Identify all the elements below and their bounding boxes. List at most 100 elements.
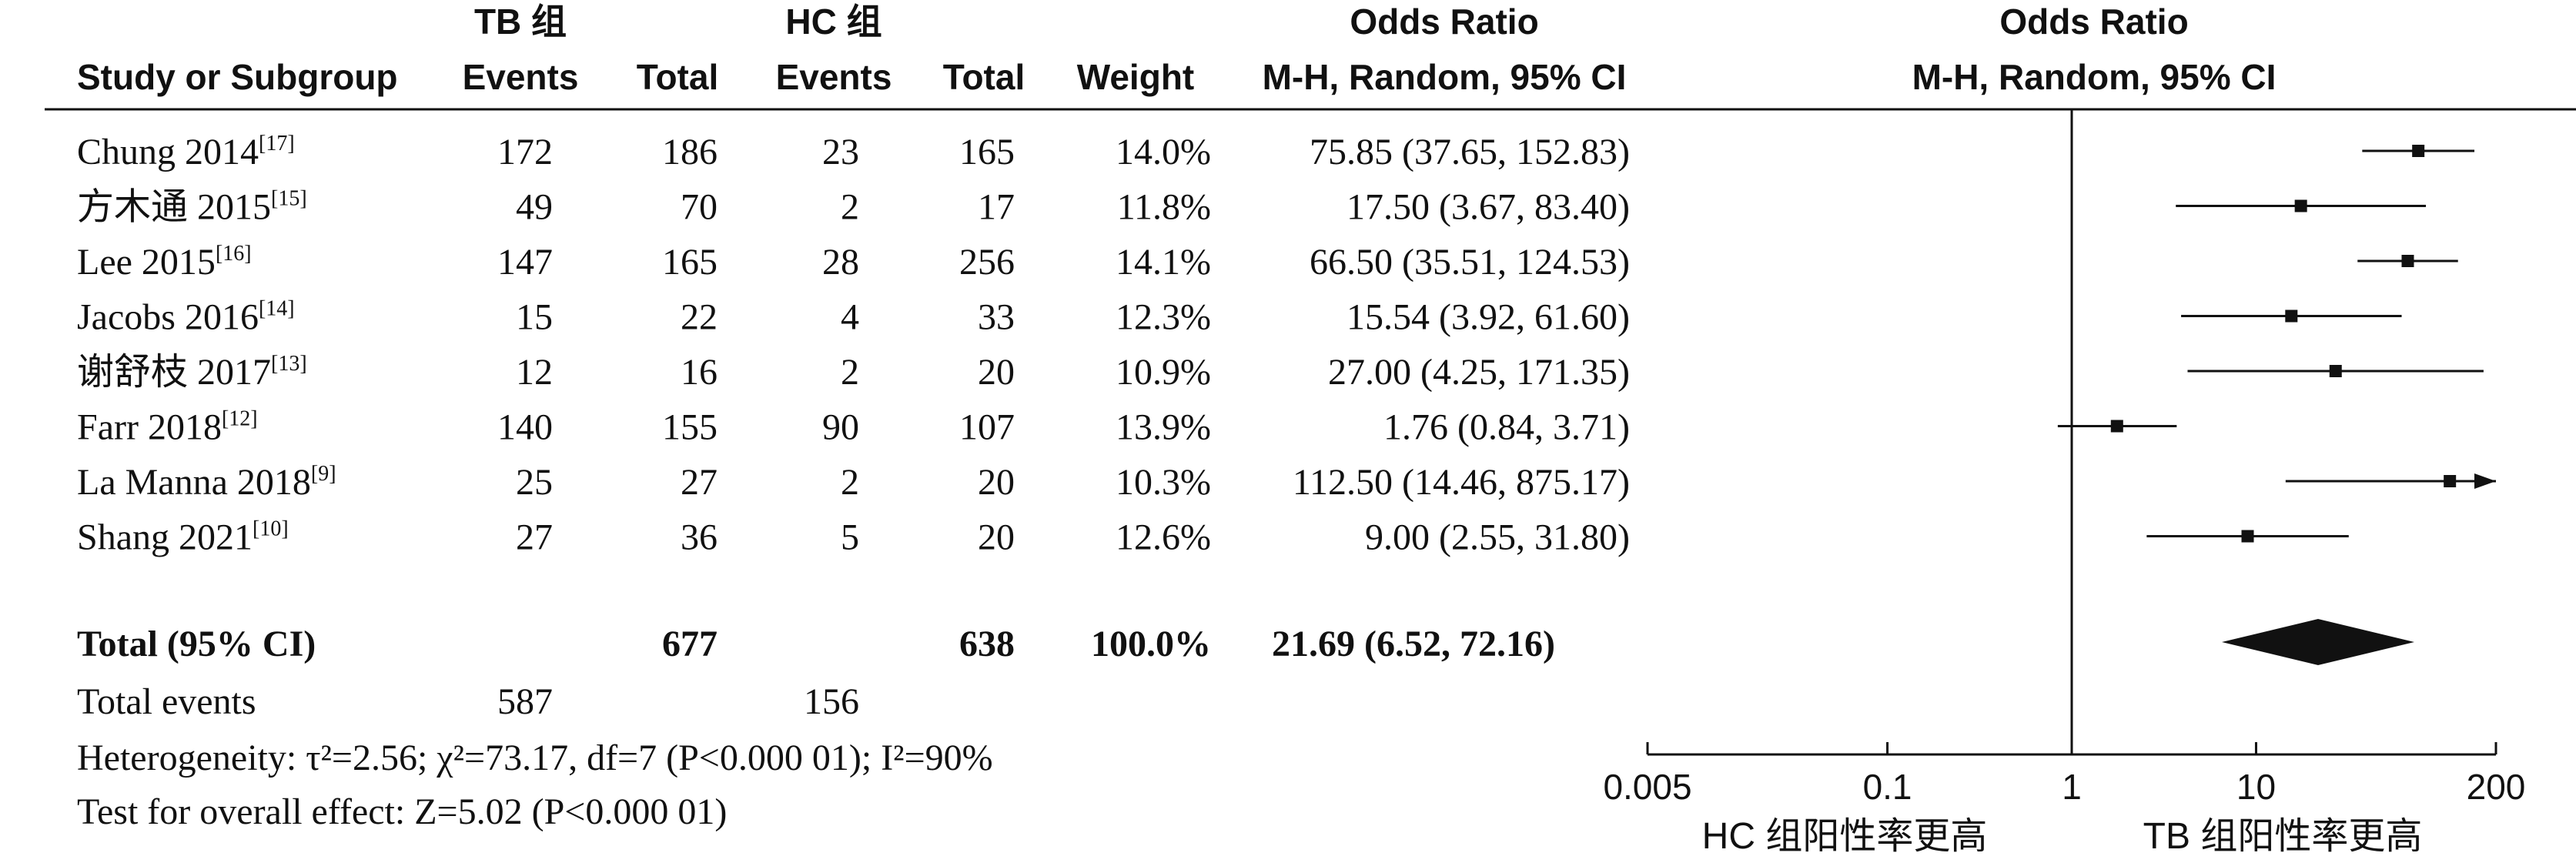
total-weight: 100.0%: [1091, 624, 1211, 664]
study-events-2: 23: [822, 132, 859, 172]
study-events-1: 25: [516, 462, 553, 503]
study-name: Jacobs 2016[14]: [77, 297, 295, 338]
study-events-2: 28: [822, 242, 859, 283]
study-events-2: 4: [841, 297, 859, 338]
header-plot-method: M-H, Random, 95% CI: [1912, 57, 2277, 97]
study-reference: [14]: [259, 297, 295, 321]
study-name-text: La Manna 2018: [77, 462, 311, 503]
point-estimate: [2401, 255, 2414, 267]
study-weight: 10.3%: [1116, 462, 1211, 503]
study-total-1: 27: [681, 462, 718, 503]
study-name: 方木通 2015[15]: [77, 187, 307, 228]
study-total-1: 186: [662, 132, 718, 172]
study-weight: 13.9%: [1116, 407, 1211, 448]
study-events-2: 2: [841, 352, 859, 393]
study-or-ci: 112.50 (14.46, 875.17): [1293, 462, 1630, 503]
header-events-1: Events: [463, 57, 579, 97]
x-tick-label: 200: [2467, 767, 2526, 807]
study-events-2: 90: [822, 407, 859, 448]
study-table: Chung 2014[17] 172 186 23 165 14.0% 75.85 (37.…: [77, 132, 1630, 558]
header-plot-title: Odds Ratio: [1999, 2, 2188, 42]
study-row: Farr 2018[12] 140 155 90 107 13.9% 1.76 (0.84,…: [77, 407, 1630, 448]
study-name-text: Lee 2015: [77, 242, 216, 283]
overall-effect-text: Test for overall effect: Z=5.02 (P<0.000…: [77, 791, 727, 832]
study-name-text: Shang 2021: [77, 517, 253, 558]
header-total-2: Total: [943, 57, 1025, 97]
study-reference: [9]: [311, 462, 336, 486]
study-row: 谢舒枝 2017[13] 12 16 2 20 10.9% 27.00 (4.25, 171…: [77, 352, 1630, 393]
study-name: Shang 2021[10]: [77, 517, 289, 558]
header-or-title: Odds Ratio: [1350, 2, 1538, 42]
x-tick-label: 10: [2236, 767, 2276, 807]
study-or-ci: 75.85 (37.65, 152.83): [1310, 132, 1630, 172]
study-name-text: Jacobs 2016: [77, 297, 259, 338]
study-row: Chung 2014[17] 172 186 23 165 14.0% 75.85 (37.…: [77, 132, 1630, 172]
study-or-ci: 17.50 (3.67, 83.40): [1347, 187, 1630, 228]
study-row: Lee 2015[16] 147 165 28 256 14.1% 66.50 (35.51…: [77, 242, 1630, 283]
study-reference: [10]: [253, 517, 289, 541]
total-label: Total (95% CI): [77, 624, 316, 664]
point-estimate: [2294, 199, 2307, 212]
study-total-2: 17: [978, 187, 1015, 228]
study-events-1: 172: [497, 132, 553, 172]
study-row: Shang 2021[10] 27 36 5 20 12.6% 9.00 (2.55, 31…: [77, 517, 1630, 558]
header-total-1: Total: [637, 57, 718, 97]
axis-right-label: TB 组阳性率更高: [2143, 816, 2423, 857]
study-events-1: 15: [516, 297, 553, 338]
point-estimate: [2110, 420, 2123, 433]
study-name-text: Farr 2018: [77, 407, 222, 448]
study-total-2: 33: [978, 297, 1015, 338]
study-total-2: 256: [959, 242, 1015, 283]
total-n1: 677: [662, 624, 718, 664]
study-events-1: 12: [516, 352, 553, 393]
total-events-label: Total events: [77, 681, 256, 722]
study-total-1: 165: [662, 242, 718, 283]
study-events-2: 2: [841, 462, 859, 503]
pooled-diamond: [2221, 619, 2414, 665]
study-name-text: 方木通 2015: [77, 187, 271, 228]
study-total-1: 22: [681, 297, 718, 338]
study-total-1: 36: [681, 517, 718, 558]
study-row: Jacobs 2016[14] 15 22 4 33 12.3% 15.54 (3.92, …: [77, 297, 1630, 338]
study-row: La Manna 2018[9] 25 27 2 20 10.3% 112.50 (14.4…: [77, 462, 1630, 503]
study-total-2: 20: [978, 462, 1015, 503]
header-events-2: Events: [776, 57, 892, 97]
study-weight: 14.0%: [1116, 132, 1211, 172]
study-events-1: 147: [497, 242, 553, 283]
x-tick-label: 0.1: [1863, 767, 1912, 807]
study-total-1: 16: [681, 352, 718, 393]
study-events-2: 5: [841, 517, 859, 558]
study-name: Chung 2014[17]: [77, 132, 295, 172]
study-total-2: 165: [959, 132, 1015, 172]
header-or-method: M-H, Random, 95% CI: [1263, 57, 1627, 97]
study-weight: 10.9%: [1116, 352, 1211, 393]
study-total-2: 107: [959, 407, 1015, 448]
study-reference: [12]: [222, 407, 258, 431]
heterogeneity-text: Heterogeneity: τ²=2.56; χ²=73.17, df=7 (…: [77, 738, 993, 778]
study-or-ci: 15.54 (3.92, 61.60): [1347, 297, 1630, 338]
study-reference: [17]: [259, 132, 295, 156]
study-name: La Manna 2018[9]: [77, 462, 336, 503]
study-or-ci: 1.76 (0.84, 3.71): [1383, 407, 1630, 448]
study-name-text: Chung 2014: [77, 132, 259, 172]
total-ci-text: 21.69 (6.52, 72.16): [1272, 624, 1555, 664]
point-estimate: [2412, 145, 2425, 157]
study-total-2: 20: [978, 352, 1015, 393]
ci-arrow: [2474, 473, 2496, 489]
study-weight: 11.8%: [1117, 187, 1211, 228]
x-tick-label: 1: [2062, 767, 2082, 807]
header-study: Study or Subgroup: [77, 57, 398, 97]
study-total-2: 20: [978, 517, 1015, 558]
study-reference: [15]: [271, 187, 307, 211]
study-events-2: 2: [841, 187, 859, 228]
point-estimate: [2329, 365, 2342, 377]
x-tick-label: 0.005: [1603, 767, 1691, 807]
study-weight: 14.1%: [1116, 242, 1211, 283]
study-events-1: 49: [516, 187, 553, 228]
forest-plot-area: 0.005 0.1 1 10 200: [1603, 109, 2525, 807]
study-reference: [13]: [271, 352, 307, 376]
study-weight: 12.3%: [1116, 297, 1211, 338]
study-or-ci: 27.00 (4.25, 171.35): [1328, 352, 1630, 393]
study-reference: [16]: [216, 242, 252, 266]
header-group1-title: TB 组: [474, 2, 567, 42]
